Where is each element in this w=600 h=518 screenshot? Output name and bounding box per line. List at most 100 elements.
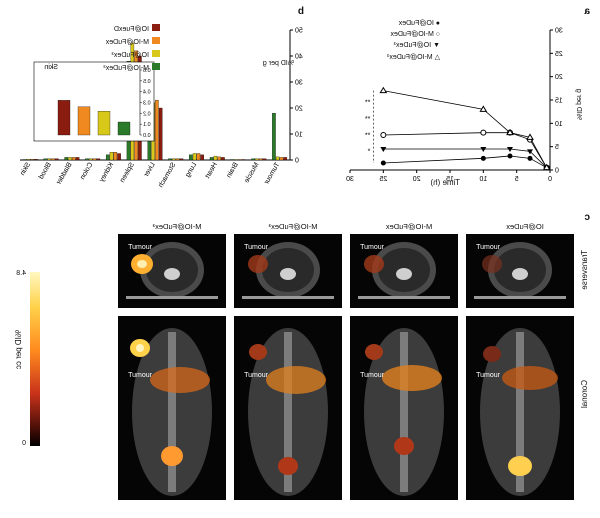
inset-bar [117,121,131,136]
y-tick-label: 10 [555,121,563,128]
inset-bar [57,100,71,136]
y-tick-label: 50 [295,28,303,35]
bar [221,157,225,161]
transverse-image [466,234,574,308]
bar [258,158,263,161]
data-point [380,132,387,138]
bar [179,158,184,161]
category-label: Stomach [158,162,178,190]
transverse-image [118,234,226,308]
coronal-image [350,316,458,500]
bar [209,157,214,161]
bar [34,159,38,161]
tumour-label: Tumour [360,244,384,251]
bar [68,157,72,161]
x-tick-label: 25 [379,176,387,183]
category-label: Brain [226,162,240,180]
data-point [527,155,533,161]
bar [26,159,31,161]
coronal-image [234,316,342,500]
tumour-label: Tumour [244,372,268,379]
bar [30,159,35,161]
bar [75,157,80,161]
category-label: Colon [79,162,94,181]
significance-mark: ** [365,116,371,123]
y-tick-label: 0 [555,168,559,175]
data-point [380,147,387,152]
bar-chart-ylabel: %ID per g [262,60,294,67]
legend-item: M-IO@FuDex [70,37,160,46]
bar [275,156,280,161]
bar [200,154,204,161]
bar [230,159,235,161]
coronal-image [118,316,226,500]
inset-bar [77,106,91,136]
series-line [383,155,547,169]
bar [255,158,259,161]
bar [117,153,121,161]
colorbar-max: 4.8 [16,270,26,277]
coronal-image [466,316,574,500]
tumour-label: Tumour [360,372,384,379]
tumour-label: Tumour [476,372,500,379]
colorbar-label: %ID per cc [14,330,23,370]
significance-mark: ** [365,132,371,139]
y-tick-label: 15 [555,98,563,105]
data-point [507,153,513,159]
bar [54,158,59,161]
inset-bar [97,111,111,136]
legend-item: ○ M-IO@FuDex [390,31,440,38]
legend-item: IO@FuexD [70,24,160,33]
data-point [480,155,486,161]
inset-y-tick-label: 0.1 [143,122,151,128]
bar [71,157,76,161]
y-tick-label: 20 [555,74,563,81]
y-tick-label: 0 [295,158,299,165]
data-point [480,129,487,136]
data-point [542,163,551,171]
bar [213,155,218,161]
legend-item: M-IO@FuDex³ [70,63,160,72]
bar [51,158,55,161]
inset-y-tick-label: 0.3 [143,101,151,107]
x-tick-label: 20 [413,176,421,183]
transverse-image [350,234,458,308]
column-title: M-IO@FuDex [385,222,433,231]
y-tick-label: 10 [295,132,303,139]
column-title: IO@FuDex [506,222,544,231]
bar [168,158,172,161]
skin-inset-chart: 0.0 0.1 0.2 0.3 0.4 0.5 0.6 Skin [33,61,155,142]
row-label-coronal: Coronal [580,380,589,409]
bar [217,156,221,161]
bar [234,159,238,161]
bar [96,158,101,161]
inset-y-tick-label: 0.5 [143,79,151,85]
x-tick-label: 0 [548,176,552,183]
bar [85,158,89,161]
y-tick-label: 30 [555,28,563,35]
category-label: Muscle [243,162,260,185]
bar [109,152,114,161]
colorbar-min: 0 [22,440,26,447]
bar-chart-legend: IO@FuexD M-IO@FuDex IO@FuDex³ M-IO@FuDex… [70,24,160,72]
y-tick-label: 30 [295,80,303,87]
bar [272,113,276,161]
data-point [480,147,487,152]
inset-y-tick-label: 0.0 [143,133,151,139]
significance-mark: * [367,149,370,156]
x-tick-label: 30 [346,176,354,183]
column-title: M-IO@FuDex³ [152,222,202,231]
line-chart-axes: 0 5 10 15 20 25 30 0 5 10 15 20 25 30 [346,28,563,184]
x-tick-label: 5 [515,176,519,183]
series-line [383,90,548,168]
panel-letter-c: c [584,212,590,223]
legend-item: IO@FuDex³ [70,50,160,59]
line-chart-legend: ● IO@FuDex ○ M-IO@FuDex ▼ IO@FuDex³ △ M-… [387,20,440,61]
category-label: Lung [184,162,198,179]
data-point [507,147,513,152]
bar [192,153,197,161]
line-chart-ylabel: %ID per g [575,88,582,120]
legend-item: ● IO@FuDex [398,20,440,27]
